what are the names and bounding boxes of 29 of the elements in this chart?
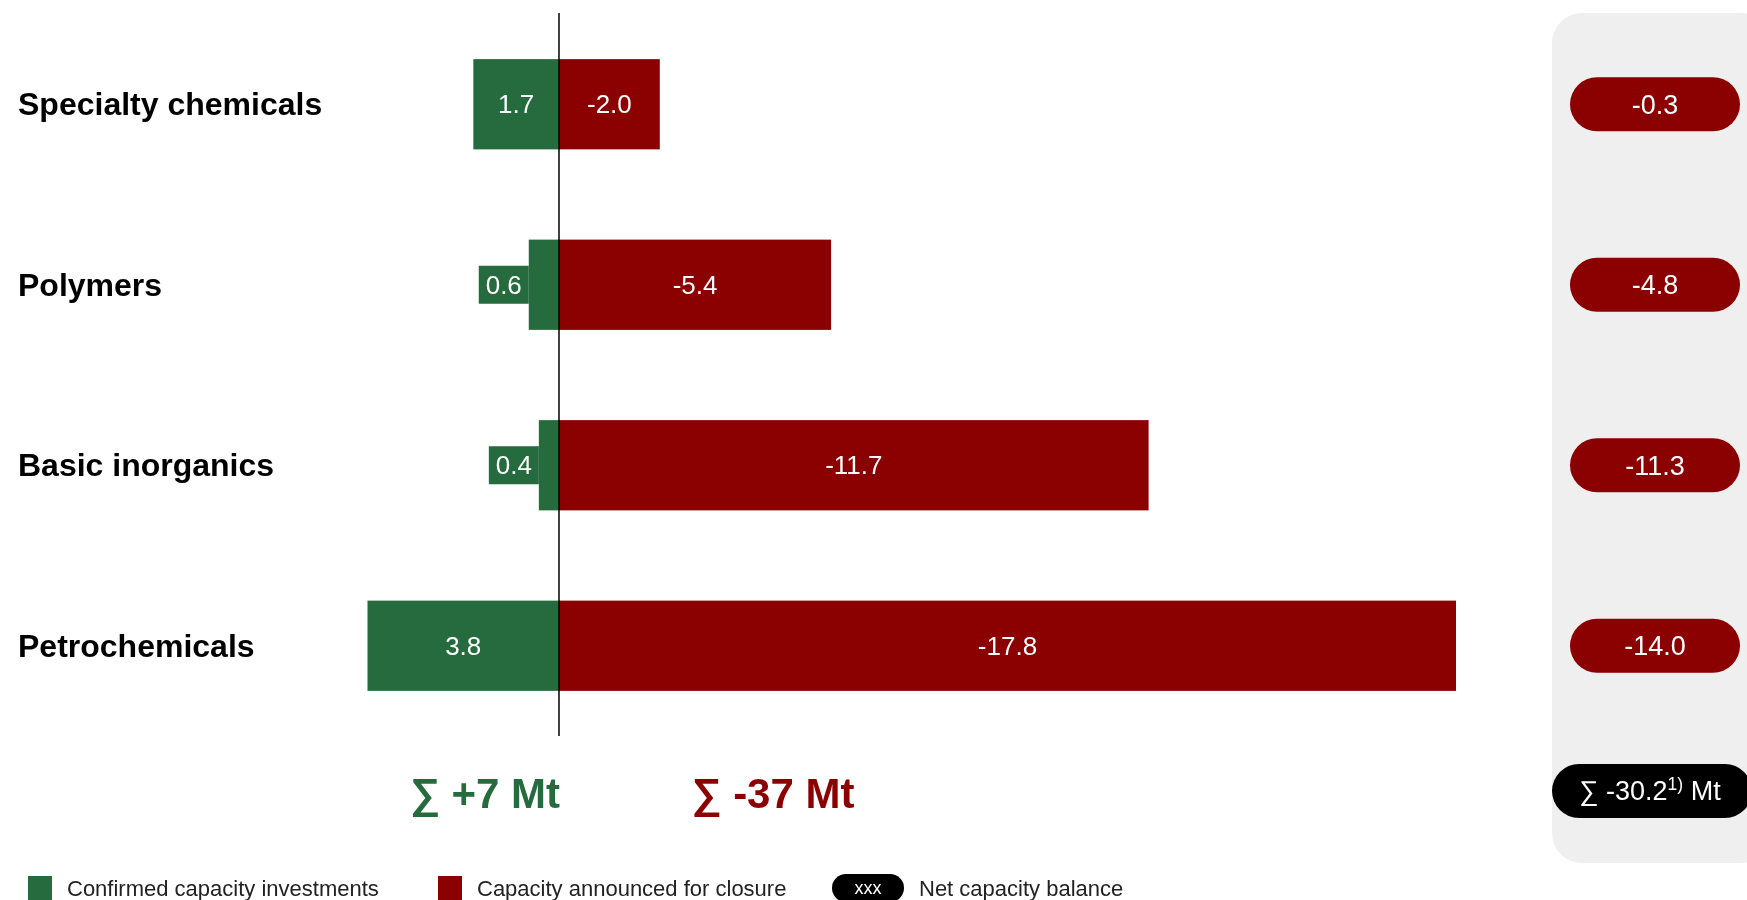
data-label: 3.8 — [445, 630, 482, 661]
data-label: -17.8 — [977, 630, 1038, 661]
bar — [559, 600, 1456, 691]
y-tick-label: Specialty chemicals — [18, 86, 323, 123]
data-label: 0.6 — [485, 269, 522, 300]
text: -14.0 — [1624, 631, 1686, 662]
legend-label: Capacity announced for closure — [477, 875, 787, 900]
text: -4.8 — [1631, 270, 1679, 301]
text: ∑ -37 Mt — [691, 769, 855, 818]
y-tick-label: Petrochemicals — [18, 627, 255, 664]
bar — [559, 239, 832, 330]
data-label: -11.7 — [825, 450, 883, 481]
text: ∑ -30.2$^{1)}$ Mt — [1579, 774, 1722, 807]
bar — [559, 420, 1149, 511]
data-label: -2.0 — [586, 89, 632, 120]
bar — [559, 59, 660, 150]
y-tick-label: Polymers — [18, 266, 163, 303]
legend-label: Confirmed capacity investments — [67, 875, 379, 900]
text: ∑ +7 Mt — [409, 769, 561, 818]
text: Net capacity balance — [919, 875, 1124, 900]
text: -0.3 — [1631, 89, 1679, 120]
bar — [473, 59, 559, 150]
data-label: -5.4 — [672, 269, 718, 300]
data-label: 1.7 — [498, 89, 535, 120]
text: -11.3 — [1625, 450, 1685, 481]
bar — [367, 600, 559, 691]
text: xxx — [854, 878, 882, 899]
y-tick-label: Basic inorganics — [18, 447, 275, 484]
data-label: 0.4 — [495, 450, 532, 481]
